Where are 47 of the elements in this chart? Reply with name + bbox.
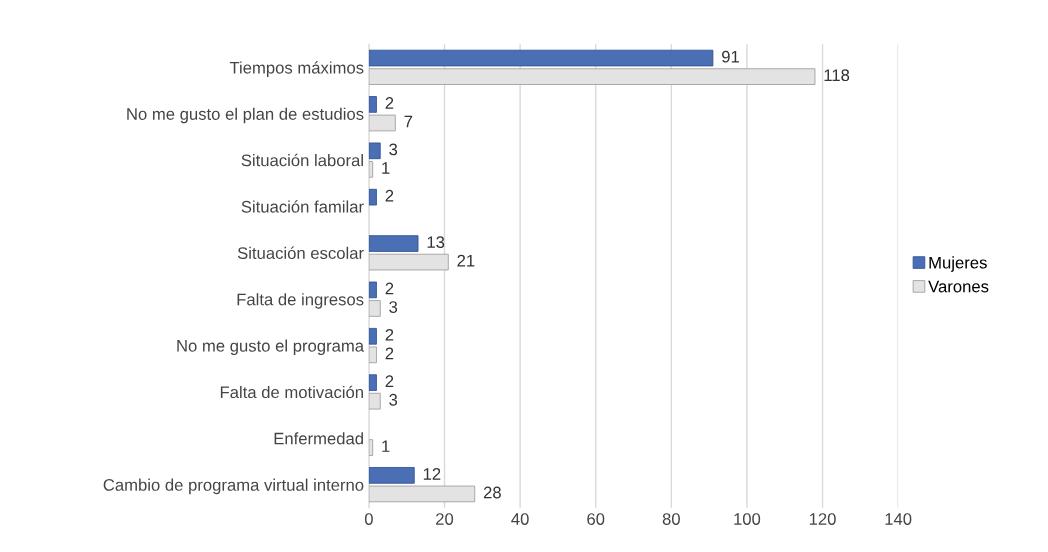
data-label: 2: [385, 282, 394, 295]
bar: [368, 374, 377, 391]
bar: [368, 235, 419, 252]
data-label: 21: [457, 254, 475, 267]
y-tick-label: Situación familar: [241, 200, 364, 213]
data-label: 2: [385, 375, 394, 387]
data-label: 91: [722, 50, 739, 63]
y-tick-label: No me gusto el plan de estudios: [127, 107, 364, 124]
data-label: 2: [385, 328, 394, 341]
x-tick-label: 80: [662, 513, 680, 525]
x-tick-label: 60: [587, 513, 605, 525]
x-tick-label: 40: [511, 513, 529, 525]
bar: [368, 96, 377, 113]
data-label: 2: [385, 189, 394, 202]
y-tick-label: No me gusto el programa: [177, 339, 365, 356]
legend-label: Varones: [928, 280, 989, 293]
bar: [368, 467, 415, 484]
y-tick-label: Situación laboral: [241, 153, 363, 167]
data-label: 3: [389, 143, 398, 156]
data-label: 2: [385, 347, 394, 360]
data-label: 2: [385, 97, 394, 109]
data-label: 118: [824, 69, 850, 82]
bar: [368, 49, 714, 67]
x-tick-label: 20: [436, 513, 454, 525]
y-tick-label: Tiempos máximos: [229, 61, 364, 77]
legend-label: Mujeres: [929, 256, 987, 272]
data-label: 1: [382, 440, 390, 452]
y-tick-label: Enfermedad: [274, 432, 363, 445]
y-tick-label: Situación escolar: [237, 246, 364, 260]
data-label: 1: [382, 162, 390, 174]
data-label: 13: [427, 236, 445, 249]
bar: [368, 188, 377, 206]
bar: [368, 281, 377, 299]
y-tick-label: Falta de ingresos: [237, 293, 364, 309]
bar: [368, 327, 377, 345]
data-label: 3: [389, 301, 398, 313]
y-tick-label: Cambio de programa virtual interno: [103, 478, 364, 495]
y-tick-label: Falta de motivación: [220, 385, 363, 399]
x-tick-label: 140: [885, 513, 912, 525]
data-label: 7: [404, 115, 413, 128]
data-label: 28: [483, 486, 501, 499]
data-label: 12: [423, 468, 441, 480]
data-label: 3: [389, 393, 398, 406]
bar: [368, 142, 381, 160]
x-tick-label: 0: [364, 513, 373, 525]
x-tick-label: 120: [809, 513, 836, 525]
x-tick-label: 100: [734, 513, 761, 525]
